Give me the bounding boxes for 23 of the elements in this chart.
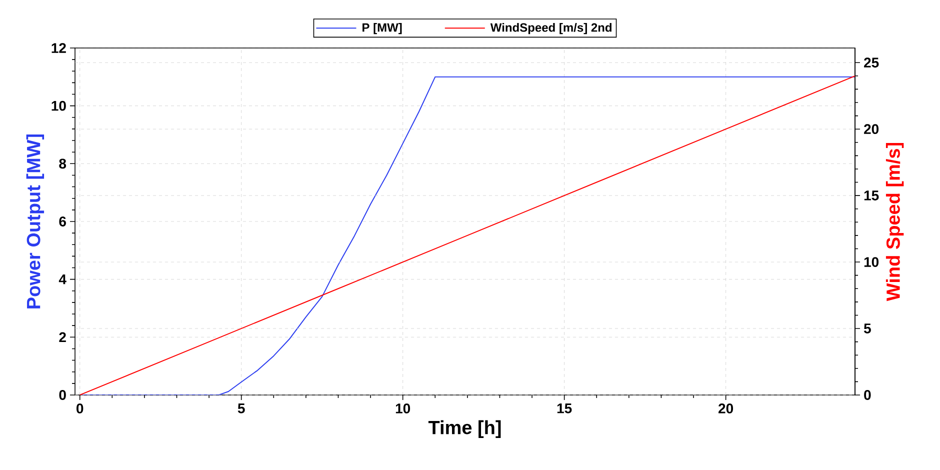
y-tick-label: 8 [59, 158, 66, 169]
y-tick-label: 0 [59, 390, 66, 400]
x-tick-label: 5 [238, 404, 245, 414]
legend-label: WindSpeed [m/s] 2nd [490, 22, 612, 34]
y-tick-label: 6 [59, 216, 66, 226]
x-tick-label: 20 [718, 404, 734, 414]
x-axis-title: Time [h] [428, 420, 501, 438]
y2-tick-label: 0 [864, 390, 871, 400]
legend-label: P [MW] [362, 22, 402, 34]
y-tick-label: 2 [59, 332, 66, 342]
y2-tick-label: 10 [864, 257, 879, 267]
y-tick-label: 10 [52, 100, 66, 111]
y2-tick-label: 25 [864, 58, 879, 68]
y2-tick-label: 15 [864, 190, 879, 200]
y-axis-title: Power Output [MW] [26, 134, 44, 308]
y2-tick-label: 20 [864, 124, 879, 134]
y-tick-label: 12 [52, 43, 66, 53]
x-tick-label: 15 [557, 404, 572, 414]
x-tick-label: 0 [76, 404, 84, 414]
y2-axis-title: Wind Speed [m/s] [886, 142, 904, 302]
x-tick-label: 10 [396, 404, 410, 414]
y2-tick-label: 5 [864, 324, 871, 334]
y-tick-label: 4 [58, 274, 66, 284]
